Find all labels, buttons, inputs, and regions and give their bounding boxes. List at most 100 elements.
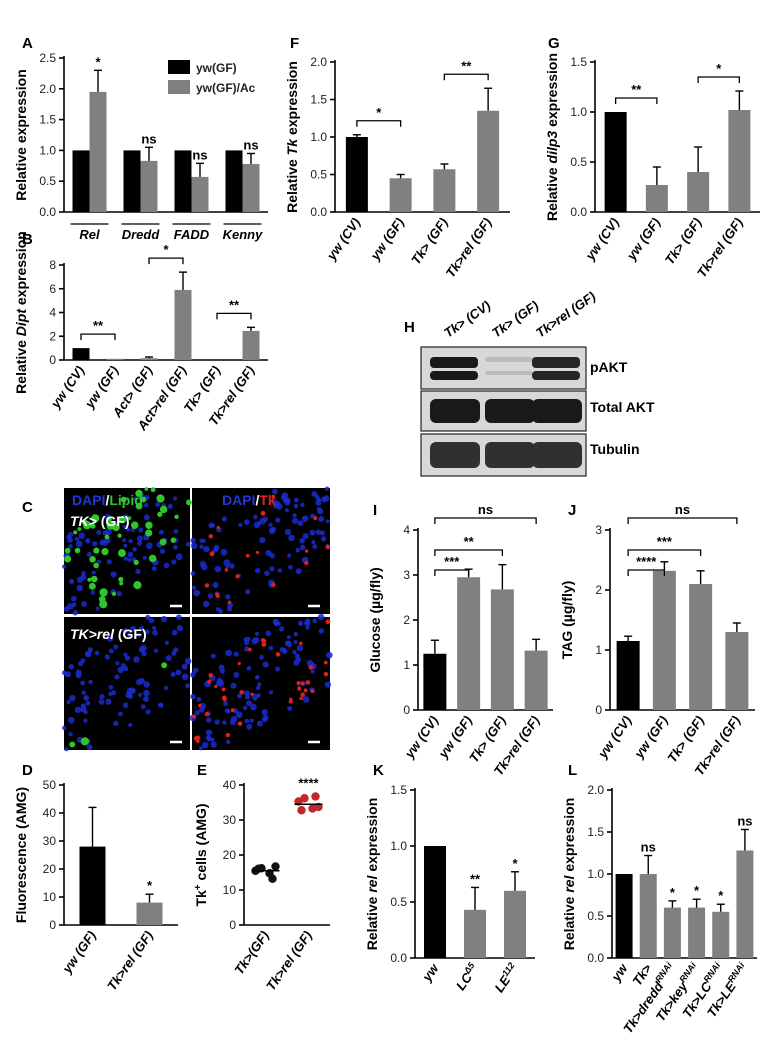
dapi-nucleus [302,533,309,540]
dapi-nucleus [212,581,219,589]
dapi-nucleus [138,625,144,631]
dapi-nucleus [325,519,330,524]
dapi-nucleus [277,568,283,573]
y-tick-label-k: 0.0 [390,951,407,965]
category-base: yw [608,960,631,984]
comparison-label-b: * [163,242,169,257]
dapi-nucleus [287,553,292,558]
y-tick-label-d: 30 [43,834,57,848]
dapi-nucleus [280,495,285,500]
y-label-italic: dilp3 [544,131,560,164]
bar-a-s2 [191,176,209,212]
tk-cell [191,714,196,719]
dapi-nucleus [244,519,250,525]
dapi-nucleus [84,650,92,658]
dapi-nucleus [224,708,230,714]
tk-cell [198,703,202,708]
dapi-nucleus [274,666,280,672]
dapi-nucleus [66,534,71,540]
dapi-nucleus [143,502,149,508]
lipid-droplet [156,494,165,503]
dapi-nucleus [170,671,176,678]
tk-cell [296,680,301,686]
category-sup: RNAi [677,960,698,984]
comparison-bracket-b [216,312,252,320]
bar-a-s1 [225,150,243,212]
y-label-part: Relative [544,163,560,221]
chart-g: 0.0 0.5 1.0 1.5 Relative dilp3 expression yw … [544,53,760,280]
dapi-nucleus [152,629,158,636]
dapi-nucleus [284,508,289,513]
dapi-nucleus [98,699,105,705]
dapi-nucleus [164,640,169,645]
tk-cell [271,582,276,587]
dapi-nucleus [68,578,75,585]
significance-label-k: * [512,856,518,871]
chart-a: 0.0 0.5 1.0 1.5 2.0 2.5 Relative expression * Re… [13,51,268,242]
dapi-nucleus [181,663,188,670]
category-label-l: yw [608,960,631,984]
dapi-nucleus [105,698,112,705]
y-label-italic: Tk [284,138,300,156]
dapi-nucleus [210,741,217,748]
y-axis-label-a: Relative expression [13,69,29,201]
wb-lane-label-1: Tk> (CV) [441,298,493,341]
bar-a-s2 [89,91,107,212]
dapi-nucleus [81,601,87,607]
dapi-nucleus [176,614,182,620]
dapi-nucleus [185,683,191,689]
y-tick-label-b: 8 [49,258,56,272]
y-tick-label-e: 30 [223,813,237,827]
dapi-nucleus [88,679,93,685]
dapi-nucleus [116,591,122,597]
dapi-nucleus [61,725,67,731]
lipid-droplet [88,582,96,590]
data-point-e [268,874,277,883]
dapi-nucleus [305,625,310,630]
dapi-nucleus [75,540,83,548]
dapi-nucleus [143,514,150,521]
dapi-nucleus [122,524,128,530]
bar-l [736,850,754,958]
comparison-label-b: ** [229,297,240,312]
bar-f [477,110,500,212]
dapi-nucleus [256,682,262,687]
comparison-bracket-i [434,549,504,556]
blot-band [485,357,533,362]
dapi-nucleus [293,631,299,637]
dapi-nucleus [148,617,155,624]
tk-cell [299,696,303,701]
tk-cell [305,680,311,685]
dapi-nucleus [311,491,318,497]
significance-label-a: ns [141,131,156,146]
dapi-nucleus [91,570,96,575]
y-tick-label-d: 50 [43,778,57,792]
tk-cell [313,516,318,521]
dapi-nucleus [190,542,198,550]
dapi-nucleus [259,536,266,544]
y-tick-label-j: 1 [595,643,602,657]
category-label-f: Tk>rel (GF) [443,215,495,280]
dapi-nucleus [268,527,276,535]
y-axis-label-g: Relative dilp3 expression [544,53,560,221]
tk-cell [250,692,254,696]
dapi-nucleus [172,496,178,501]
wb-lane-label-3: Tk>rel (GF) [533,289,598,341]
genotype-label-bottom: TK>rel (GF) [70,626,147,642]
dapi-nucleus [132,547,137,552]
y-tick-label-b: 6 [49,282,56,296]
tk-cell [208,534,214,539]
dapi-nucleus [185,541,191,547]
y-tick-label-b: 0 [49,353,56,367]
lipid-droplet [112,521,116,526]
dapi-nucleus [306,659,314,667]
dapi-nucleus [171,559,177,565]
data-point-e [297,806,306,815]
dapi-nucleus [145,614,151,621]
dapi-nucleus [256,720,263,727]
blot-band [430,399,480,423]
tk-cell [204,583,210,588]
bar-k [424,846,446,958]
lipid-droplet [135,489,143,498]
significance-label-a: * [95,54,101,69]
